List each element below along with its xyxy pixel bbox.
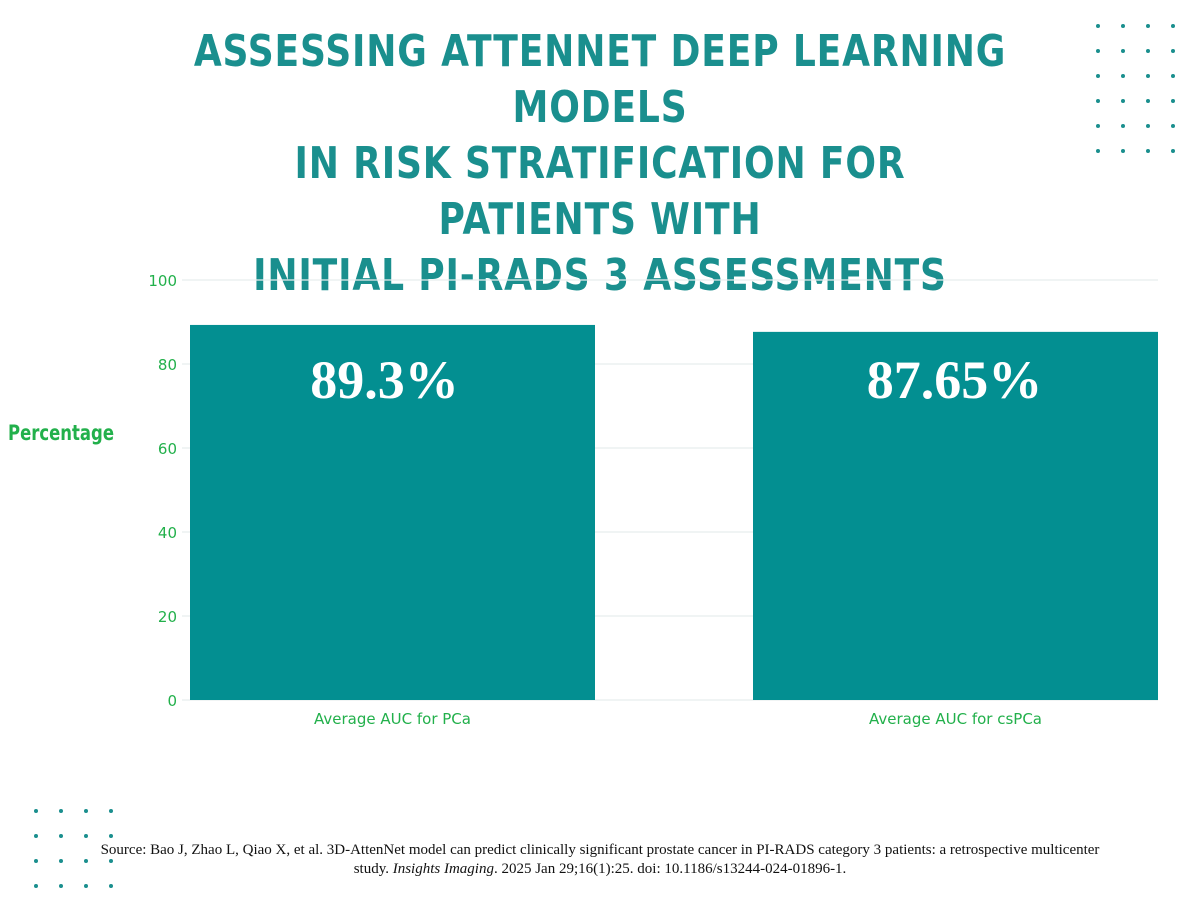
decorative-dot <box>1096 124 1100 128</box>
decorative-dot <box>109 809 113 813</box>
decorative-dot <box>34 884 38 888</box>
y-tick-label: 0 <box>167 692 177 710</box>
decorative-dot <box>59 834 63 838</box>
bar-data-label: 89.3% <box>310 350 459 410</box>
decorative-dot <box>34 859 38 863</box>
decorative-dot <box>34 834 38 838</box>
decorative-dot <box>1146 149 1150 153</box>
y-axis-label: Percentage <box>8 421 114 445</box>
source-text-after-journal: . 2025 Jan 29;16(1):25. doi: 10.1186/s13… <box>493 861 847 877</box>
decorative-dot <box>1096 49 1100 53</box>
decorative-dot <box>109 859 113 863</box>
decorative-dot <box>1171 149 1175 153</box>
decorative-dot <box>1171 99 1175 103</box>
y-tick-label: 40 <box>158 524 177 542</box>
decorative-dot-grid-top-right <box>1096 24 1175 153</box>
decorative-dot <box>1096 24 1100 28</box>
decorative-dot <box>1146 99 1150 103</box>
decorative-dot <box>1121 24 1125 28</box>
source-text-before-journal: Source: Bao J, Zhao L, Qiao X, et al. 3D… <box>100 842 1100 877</box>
decorative-dot <box>1121 124 1125 128</box>
chart-title: ASSESSING ATTENNET DEEP LEARNING MODELS … <box>190 24 1010 304</box>
bar <box>190 324 595 700</box>
source-citation: Source: Bao J, Zhao L, Qiao X, et al. 3D… <box>100 841 1100 879</box>
decorative-dot <box>1096 149 1100 153</box>
decorative-dot <box>109 884 113 888</box>
y-tick-label: 20 <box>158 608 177 626</box>
decorative-dot <box>1171 74 1175 78</box>
decorative-dot <box>1121 49 1125 53</box>
decorative-dot <box>84 884 88 888</box>
decorative-dot <box>1121 99 1125 103</box>
decorative-dot <box>1146 24 1150 28</box>
decorative-dot <box>84 809 88 813</box>
y-tick-label: 60 <box>158 440 177 458</box>
bar-data-label: 87.65% <box>867 350 1043 410</box>
x-category-label: Average AUC for PCa <box>314 710 471 728</box>
decorative-dot <box>1096 99 1100 103</box>
decorative-dot <box>1146 124 1150 128</box>
decorative-dot <box>1171 49 1175 53</box>
x-category-label: Average AUC for csPCa <box>869 710 1042 728</box>
decorative-dot <box>109 834 113 838</box>
y-tick-label: 100 <box>148 272 177 290</box>
decorative-dot <box>1171 24 1175 28</box>
decorative-dot <box>59 859 63 863</box>
decorative-dot <box>34 809 38 813</box>
decorative-dot-grid-bottom-left <box>34 809 113 888</box>
decorative-dot <box>1121 74 1125 78</box>
decorative-dot <box>59 884 63 888</box>
decorative-dot <box>1096 74 1100 78</box>
source-journal-name: Insights Imaging <box>392 861 494 877</box>
bar <box>753 331 1158 700</box>
decorative-dot <box>1171 124 1175 128</box>
decorative-dot <box>84 859 88 863</box>
chart-title-line-3: INITIAL PI-RADS 3 ASSESSMENTS <box>253 250 947 301</box>
decorative-dot <box>84 834 88 838</box>
decorative-dot <box>1146 74 1150 78</box>
decorative-dot <box>59 809 63 813</box>
decorative-dot <box>1121 149 1125 153</box>
y-tick-label: 80 <box>158 356 177 374</box>
decorative-dot <box>1146 49 1150 53</box>
chart-title-line-1: ASSESSING ATTENNET DEEP LEARNING MODELS <box>193 26 1007 133</box>
chart-title-line-2: IN RISK STRATIFICATION FOR PATIENTS WITH <box>294 138 906 245</box>
